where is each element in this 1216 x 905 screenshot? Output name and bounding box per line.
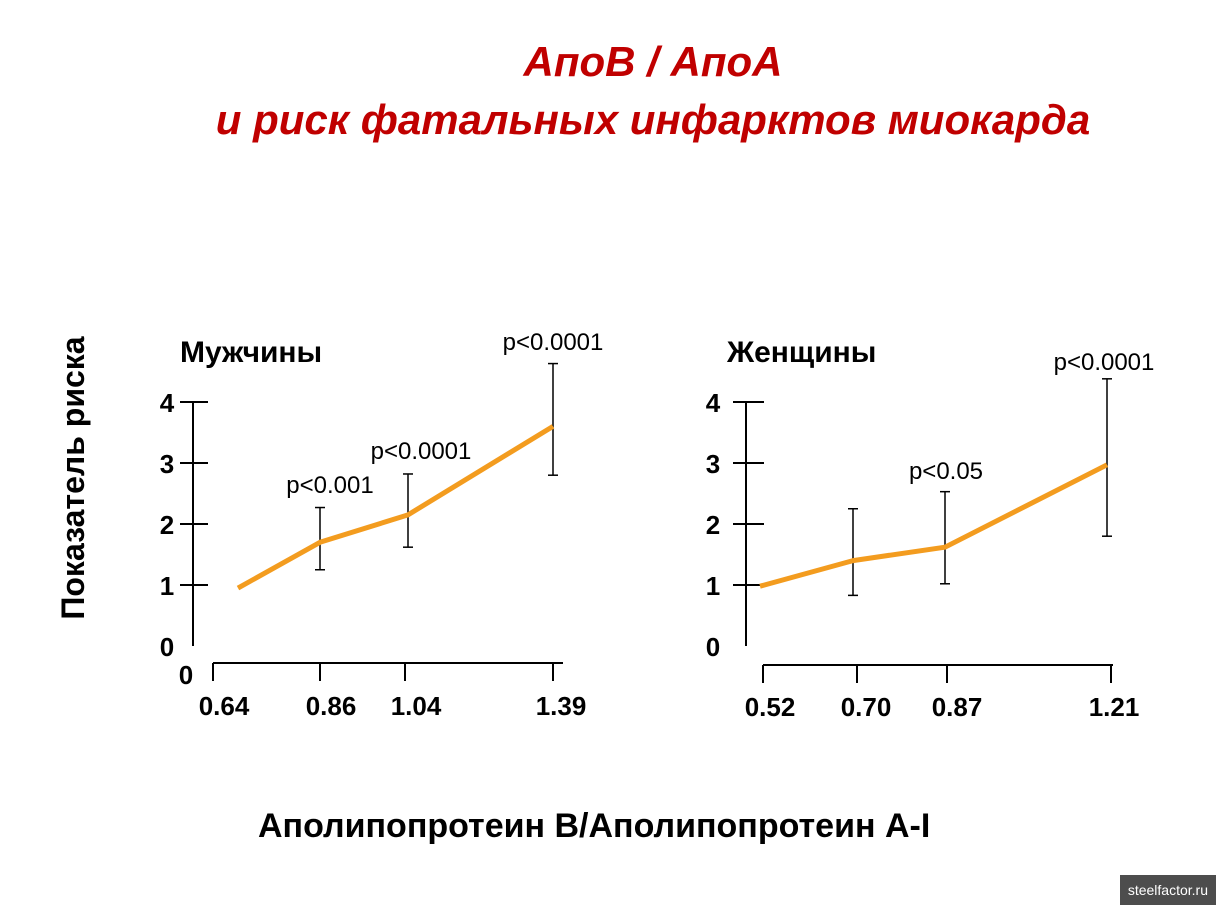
x-tick-label: 0.70	[841, 692, 892, 722]
panel-title: Женщины	[726, 336, 876, 369]
x-axis-title: Аполипопротеин B/Аполипопротеин A-I	[258, 807, 931, 845]
x-tick-label: 1.21	[1089, 692, 1140, 722]
x-tick-label: 1.39	[536, 691, 587, 721]
y-axis-title: Показатель риска	[55, 336, 91, 619]
x-tick-label: 0.52	[745, 692, 796, 722]
x-zero-label: 0	[179, 660, 193, 690]
p-value-label: p<0.0001	[1054, 349, 1155, 376]
y-tick-label: 3	[160, 449, 174, 479]
x-tick-label: 0.64	[199, 691, 250, 721]
p-value-label: p<0.0001	[503, 329, 604, 356]
chart-panel-men: Мужчины 0 1 2 3 4 0.64 0.86 1.04 1.39 0 p<0.001 p<0.…	[160, 329, 604, 721]
series-line	[236, 424, 555, 591]
page-title-line-1: АпоВ / АпоА	[523, 38, 783, 85]
p-value-label: p<0.05	[909, 458, 983, 485]
y-tick-label: 0	[160, 632, 174, 662]
y-tick-label: 3	[706, 449, 720, 479]
y-tick-label: 4	[160, 388, 175, 418]
page-title-line-2: и риск фатальных инфарктов миокарда	[215, 96, 1091, 143]
y-tick-label: 2	[706, 510, 720, 540]
panel-title: Мужчины	[180, 336, 322, 369]
x-tick-label: 0.87	[932, 692, 983, 722]
y-tick-label: 0	[706, 632, 720, 662]
x-tick-label: 0.86	[306, 691, 357, 721]
x-tick-label: 1.04	[391, 691, 442, 721]
y-tick-label: 4	[706, 388, 721, 418]
p-value-label: p<0.001	[286, 472, 373, 499]
series-line	[759, 462, 1109, 589]
y-tick-label: 2	[160, 510, 174, 540]
watermark: steelfactor.ru	[1119, 875, 1216, 905]
y-tick-label: 1	[706, 571, 720, 601]
p-value-label: p<0.0001	[371, 438, 472, 465]
chart-panel-women: Женщины 0 1 2 3 4 0.52 0.70 0.87 1.21 p<0.05 p<0.00…	[706, 336, 1155, 722]
y-tick-label: 1	[160, 571, 174, 601]
